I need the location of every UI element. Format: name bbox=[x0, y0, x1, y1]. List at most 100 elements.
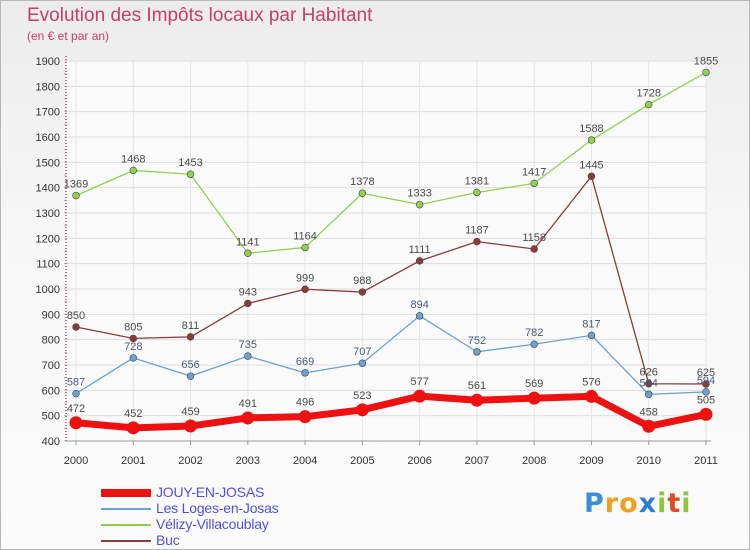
data-point bbox=[530, 245, 538, 253]
data-label: 669 bbox=[296, 356, 314, 368]
data-label: 561 bbox=[468, 380, 486, 392]
data-point bbox=[129, 354, 137, 362]
y-tick-label: 1500 bbox=[36, 157, 60, 169]
data-label: 1333 bbox=[407, 188, 431, 200]
data-label: 1855 bbox=[694, 55, 718, 67]
data-label: 1728 bbox=[636, 88, 660, 100]
y-tick-label: 1700 bbox=[36, 107, 60, 119]
logo-letter: x bbox=[638, 488, 658, 519]
series-line-v-lizy-villacoublay bbox=[75, 71, 707, 254]
data-label: 523 bbox=[353, 390, 371, 402]
data-point bbox=[358, 288, 367, 296]
data-point bbox=[129, 166, 137, 175]
data-label: 1141 bbox=[236, 236, 260, 248]
logo-letter: P bbox=[584, 488, 605, 519]
y-tick-label: 1400 bbox=[36, 183, 60, 195]
legend-swatch bbox=[101, 489, 151, 497]
data-point bbox=[587, 172, 596, 180]
data-point bbox=[186, 372, 195, 380]
data-point bbox=[702, 388, 710, 396]
data-label: 587 bbox=[67, 377, 85, 389]
data-point bbox=[584, 389, 598, 403]
legend-label: Buc bbox=[156, 532, 180, 548]
legend-label: Vélizy-Villacoublay bbox=[156, 516, 269, 532]
plot-area bbox=[66, 61, 706, 441]
data-label: 569 bbox=[525, 378, 543, 390]
x-tick-label: 2000 bbox=[64, 455, 88, 467]
data-label: 707 bbox=[353, 346, 371, 358]
x-tick-label: 2002 bbox=[178, 455, 202, 467]
data-point bbox=[470, 393, 484, 407]
data-label: 458 bbox=[640, 406, 658, 418]
data-label: 988 bbox=[353, 275, 371, 287]
y-tick-label: 400 bbox=[42, 436, 60, 448]
legend-swatch bbox=[101, 508, 151, 510]
data-label: 1369 bbox=[64, 179, 88, 191]
data-label: 782 bbox=[525, 327, 543, 339]
data-point bbox=[415, 257, 424, 265]
data-point bbox=[645, 380, 653, 388]
data-point bbox=[244, 352, 252, 360]
data-point bbox=[473, 237, 481, 246]
data-point bbox=[527, 391, 541, 405]
data-point bbox=[413, 389, 427, 403]
data-point bbox=[702, 380, 710, 388]
x-tick-label: 2011 bbox=[694, 455, 718, 467]
data-label: 752 bbox=[468, 335, 486, 347]
legend-label: JOUY-EN-JOSAS bbox=[156, 484, 265, 500]
data-label: 728 bbox=[124, 341, 142, 353]
data-label: 811 bbox=[182, 320, 200, 332]
series-line-les-loges-en-josas bbox=[75, 315, 707, 396]
data-label: 577 bbox=[410, 376, 428, 388]
data-label: 1381 bbox=[465, 175, 489, 187]
data-point bbox=[241, 411, 255, 425]
data-label: 735 bbox=[239, 339, 257, 351]
series-line-jouy-en-josas bbox=[72, 392, 710, 432]
data-point bbox=[358, 189, 367, 197]
data-point bbox=[298, 410, 312, 424]
data-point bbox=[415, 200, 424, 209]
legend-swatch bbox=[101, 524, 151, 526]
data-label: 1187 bbox=[465, 225, 489, 237]
chart-subtitle: (en € et par an) bbox=[27, 29, 110, 43]
chart-title: Evolution des Impôts locaux par Habitant bbox=[27, 5, 373, 26]
data-point bbox=[72, 323, 80, 331]
data-point bbox=[129, 334, 137, 343]
data-label: 1445 bbox=[579, 159, 603, 171]
data-label: 1111 bbox=[409, 244, 431, 256]
y-tick-label: 500 bbox=[42, 411, 60, 423]
data-label: 817 bbox=[582, 318, 600, 330]
y-tick-label: 1800 bbox=[36, 81, 60, 93]
data-label: 626 bbox=[640, 367, 658, 379]
data-point bbox=[244, 299, 252, 308]
x-tick-label: 2005 bbox=[350, 455, 374, 467]
data-point bbox=[72, 191, 80, 200]
x-tick-label: 2006 bbox=[407, 455, 431, 467]
data-point bbox=[301, 369, 309, 377]
data-point bbox=[301, 243, 309, 252]
logo-letter: r bbox=[604, 488, 620, 519]
legend-swatch bbox=[101, 540, 151, 542]
y-tick-label: 800 bbox=[42, 335, 60, 347]
y-tick-label: 900 bbox=[42, 309, 60, 321]
data-point bbox=[473, 348, 481, 356]
data-label: 999 bbox=[296, 272, 314, 284]
data-label: 1158 bbox=[522, 232, 546, 244]
data-point bbox=[126, 421, 140, 435]
data-label: 656 bbox=[181, 359, 199, 371]
x-tick-label: 2007 bbox=[465, 455, 489, 467]
legend-label: Les Loges-en-Josas bbox=[156, 500, 279, 516]
logo-letter: o bbox=[619, 488, 639, 519]
x-tick-label: 2010 bbox=[636, 455, 660, 467]
y-tick-label: 1200 bbox=[36, 233, 60, 245]
data-label: 584 bbox=[640, 377, 658, 389]
y-tick-label: 1100 bbox=[36, 259, 60, 271]
data-point bbox=[699, 407, 713, 421]
data-point bbox=[530, 179, 538, 188]
data-label: 1417 bbox=[522, 166, 546, 178]
data-label: 594 bbox=[697, 375, 715, 387]
data-point bbox=[358, 359, 367, 367]
data-label: 850 bbox=[67, 310, 85, 322]
data-point bbox=[702, 68, 710, 77]
